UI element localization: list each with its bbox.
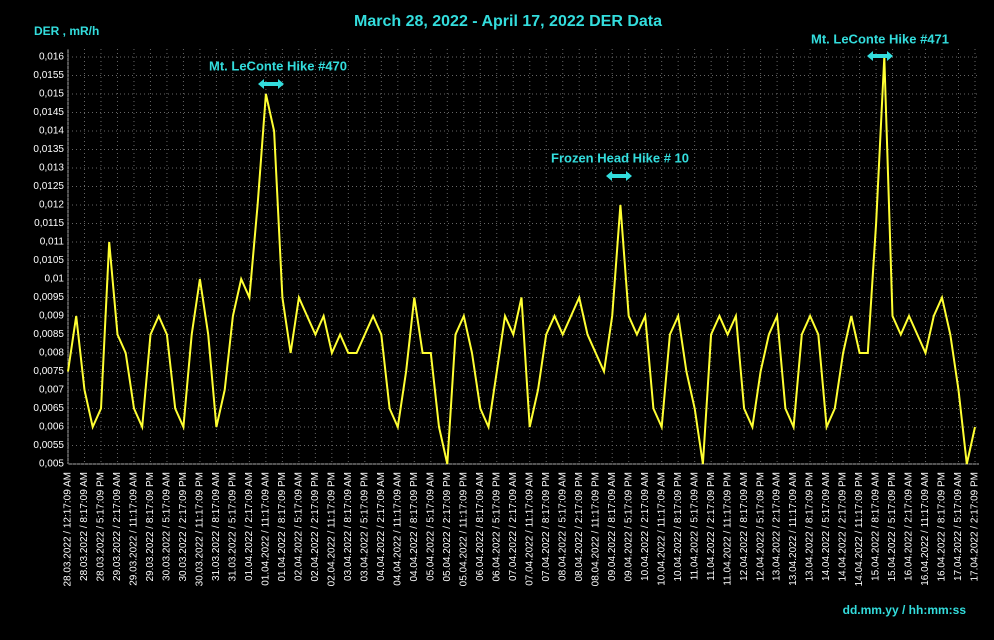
y-tick-label: 0,0115 <box>34 218 64 229</box>
x-tick-label: 11.04.2022 / 11:17:09 PM <box>722 472 733 586</box>
x-tick-label: 09.04.2022 / 8:17:09 AM <box>607 472 618 581</box>
y-tick-label: 0,0055 <box>33 440 64 451</box>
x-tick-label: 14.04.2022 / 2:17:09 PM <box>838 472 849 582</box>
x-tick-label: 12.04.2022 / 5:17:09 PM <box>755 472 766 582</box>
x-tick-label: 08.04.2022 / 11:17:09 PM <box>590 472 601 586</box>
x-tick-label: 14.04.2022 / 11:17:09 PM <box>854 472 865 586</box>
x-tick-label: 02.04.2022 / 11:17:09 PM <box>326 472 337 586</box>
x-tick-label: 15.04.2022 / 5:17:09 PM <box>887 472 898 582</box>
y-tick-label: 0,01 <box>45 274 65 285</box>
x-tick-label: 31.03.2022 / 8:17:09 AM <box>211 472 222 581</box>
y-tick-label: 0,007 <box>39 385 64 396</box>
annotation: Frozen Head Hike # 10 <box>551 150 689 165</box>
x-tick-label: 28.03.2022 / 8:17:09 AM <box>79 472 90 581</box>
x-tick-label: 04.04.2022 / 11:17:09 AM <box>392 472 403 586</box>
annotation: Mt. LeConte Hike #470 <box>209 58 347 73</box>
y-tick-label: 0,016 <box>39 52 64 63</box>
y-tick-label: 0,0135 <box>33 144 64 155</box>
x-tick-label: 11.04.2022 / 5:17:09 AM <box>689 472 700 580</box>
x-tick-label: 01.04.2022 / 11:17:09 AM <box>261 472 272 586</box>
x-tick-label: 17.04.2022 / 2:17:09 PM <box>970 472 981 582</box>
x-tick-label: 06.04.2022 / 8:17:09 AM <box>475 472 486 581</box>
x-tick-label: 05.04.2022 / 5:17:09 AM <box>425 472 436 581</box>
x-tick-label: 01.04.2022 / 2:17:09 AM <box>244 472 255 581</box>
x-tick-label: 01.04.2022 / 8:17:09 PM <box>277 472 288 582</box>
y-axis-label: DER , mR/h <box>34 24 99 38</box>
x-tick-label: 06.04.2022 / 5:17:09 PM <box>491 472 502 582</box>
chart-title: March 28, 2022 - April 17, 2022 DER Data <box>354 13 662 30</box>
x-tick-label: 10.04.2022 / 8:17:09 PM <box>673 472 684 582</box>
x-tick-label: 02.04.2022 / 2:17:09 PM <box>310 472 321 582</box>
x-tick-label: 07.04.2022 / 11:17:09 AM <box>524 472 535 586</box>
y-tick-label: 0,0145 <box>33 107 64 118</box>
x-tick-label: 28.03.2022 / 5:17:09 PM <box>96 472 107 582</box>
x-axis-label: dd.mm.yy / hh:mm:ss <box>843 603 967 617</box>
y-tick-label: 0,0105 <box>33 255 64 266</box>
x-tick-label: 10.04.2022 / 11:17:09 AM <box>656 472 667 586</box>
x-tick-label: 07.04.2022 / 2:17:09 AM <box>508 472 519 581</box>
x-tick-label: 05.04.2022 / 11:17:09 PM <box>458 472 469 586</box>
y-tick-label: 0,0155 <box>33 70 64 81</box>
x-tick-label: 08.04.2022 / 5:17:09 AM <box>557 472 568 581</box>
x-tick-label: 11.04.2022 / 2:17:09 PM <box>706 472 717 581</box>
y-tick-label: 0,005 <box>39 459 64 470</box>
x-tick-label: 31.03.2022 / 5:17:09 PM <box>228 472 239 582</box>
data-line <box>67 56 976 465</box>
x-tick-label: 30.03.2022 / 2:17:09 PM <box>178 472 189 582</box>
x-tick-label: 12.04.2022 / 8:17:09 AM <box>739 472 750 581</box>
x-tick-label: 29.03.2022 / 11:17:09 AM <box>129 472 140 586</box>
x-tick-label: 03.04.2022 / 5:17:09 PM <box>359 472 370 582</box>
x-tick-label: 03.04.2022 / 8:17:09 AM <box>343 472 354 581</box>
x-tick-label: 29.03.2022 / 2:17:09 AM <box>112 472 123 581</box>
x-tick-label: 30.03.2022 / 5:17:09 AM <box>162 472 173 581</box>
y-tick-label: 0,013 <box>39 163 64 174</box>
x-tick-label: 29.03.2022 / 8:17:09 PM <box>145 472 156 582</box>
y-tick-label: 0,006 <box>39 422 64 433</box>
x-tick-label: 13.04.2022 / 2:17:09 AM <box>772 472 783 581</box>
y-tick-label: 0,015 <box>39 89 64 100</box>
x-tick-label: 02.04.2022 / 5:17:09 AM <box>294 472 305 581</box>
y-tick-label: 0,0065 <box>33 403 64 414</box>
y-tick-label: 0,011 <box>40 237 65 248</box>
x-tick-label: 30.03.2022 / 11:17:09 PM <box>195 472 206 586</box>
y-tick-label: 0,008 <box>39 348 64 359</box>
x-tick-label: 28.03.2022 / 12:17:09 AM <box>63 472 74 587</box>
x-tick-label: 04.04.2022 / 2:17:09 AM <box>376 472 387 581</box>
y-tick-label: 0,014 <box>39 126 64 137</box>
annotation-arrow <box>258 79 284 89</box>
annotation-arrow <box>606 171 632 181</box>
x-tick-label: 13.04.2022 / 8:17:09 PM <box>805 472 816 582</box>
annotation-arrow <box>867 51 893 61</box>
x-tick-label: 07.04.2022 / 8:17:09 PM <box>541 472 552 582</box>
y-tick-label: 0,012 <box>39 200 64 211</box>
x-tick-label: 09.04.2022 / 5:17:09 PM <box>623 472 634 582</box>
x-tick-label: 04.04.2022 / 8:17:09 PM <box>409 472 420 582</box>
y-tick-label: 0,009 <box>39 311 64 322</box>
x-tick-label: 16.04.2022 / 8:17:09 PM <box>937 472 948 582</box>
x-tick-label: 05.04.2022 / 2:17:09 PM <box>442 472 453 582</box>
y-tick-label: 0,0095 <box>33 292 64 303</box>
x-tick-label: 10.04.2022 / 2:17:09 AM <box>640 472 651 581</box>
y-tick-label: 0,0125 <box>33 181 64 192</box>
x-tick-label: 17.04.2022 / 5:17:09 AM <box>953 472 964 581</box>
x-tick-label: 08.04.2022 / 2:17:09 PM <box>574 472 585 582</box>
x-tick-label: 15.04.2022 / 8:17:09 AM <box>871 472 882 581</box>
x-tick-label: 16.04.2022 / 11:17:09 AM <box>920 472 931 586</box>
x-tick-label: 14.04.2022 / 5:17:09 AM <box>821 472 832 581</box>
annotation: Mt. LeConte Hike #471 <box>811 31 949 46</box>
y-tick-label: 0,0075 <box>33 366 64 377</box>
y-tick-label: 0,0085 <box>33 329 64 340</box>
x-tick-label: 16.04.2022 / 2:17:09 AM <box>904 472 915 581</box>
x-tick-label: 13.04.2022 / 11:17:09 AM <box>788 472 799 586</box>
